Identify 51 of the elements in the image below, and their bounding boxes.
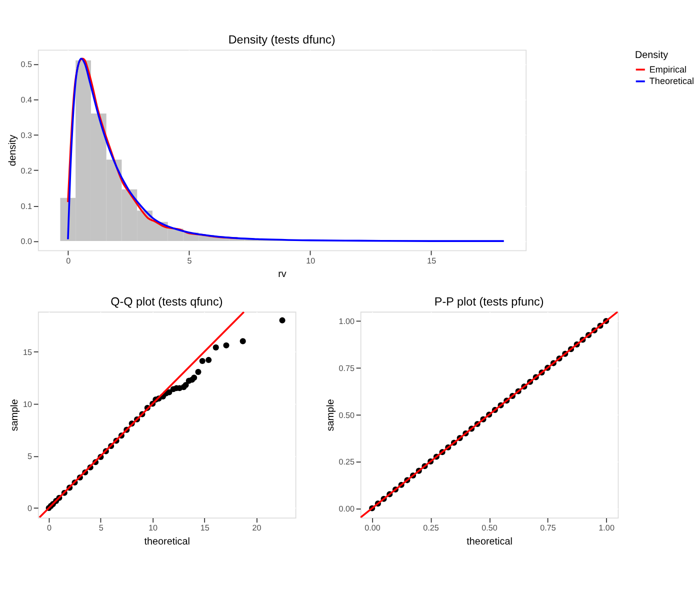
x-tick-label: 0.75 <box>540 524 556 533</box>
x-tick-label: 5 <box>98 524 104 533</box>
x-axis-title: theoretical <box>466 536 512 548</box>
x-tick-label: 20 <box>252 524 262 533</box>
x-tick-label: 0.50 <box>482 524 498 533</box>
x-tick-label: 0.25 <box>423 524 440 533</box>
legend-label: Theoretical <box>649 76 694 86</box>
x-tick-label: 0 <box>66 256 72 266</box>
point <box>199 358 206 364</box>
x-tick-label: 5 <box>187 256 192 266</box>
y-tick-label: 0.50 <box>338 410 355 420</box>
y-tick-label: 0.5 <box>20 60 33 70</box>
legend-title: Density <box>634 50 668 61</box>
y-tick-label: 0.0 <box>20 237 33 246</box>
point <box>195 368 202 375</box>
x-tick-label: 10 <box>148 524 158 533</box>
x-tick-label: 1.00 <box>598 524 615 533</box>
y-tick-label: 0.00 <box>338 504 355 514</box>
y-tick-label: 0.2 <box>20 166 33 176</box>
x-axis-title: rv <box>278 268 286 280</box>
x-tick-label: 0 <box>47 524 52 533</box>
y-tick-label: 0.1 <box>20 202 33 211</box>
y-tick-label: 0 <box>28 504 33 514</box>
x-tick-label: 0.00 <box>364 524 381 533</box>
y-tick-label: 0.3 <box>20 130 33 140</box>
x-axis-title: theoretical <box>144 536 190 548</box>
y-tick-label: 5 <box>28 452 33 462</box>
point <box>182 382 189 388</box>
chart-title: P-P plot (tests pfunc) <box>434 295 544 308</box>
x-tick-label: 15 <box>200 524 210 533</box>
line-series <box>67 58 505 242</box>
point <box>223 342 230 348</box>
point <box>212 344 219 350</box>
chart-title: Density (tests dfunc) <box>228 33 336 46</box>
y-tick-label: 0.25 <box>338 458 355 467</box>
y-tick-label: 1.00 <box>338 317 355 326</box>
point <box>240 338 246 344</box>
y-axis-title: sample <box>10 398 21 432</box>
y-axis-title: sample <box>325 398 336 432</box>
x-tick-label: 15 <box>427 256 437 266</box>
y-tick-label: 15 <box>23 348 33 357</box>
point <box>191 374 198 381</box>
point <box>206 356 212 363</box>
y-tick-label: 0.75 <box>338 364 355 374</box>
point <box>279 317 286 324</box>
y-tick-label: 0.4 <box>20 96 33 104</box>
legend-label: Empirical <box>649 64 686 74</box>
y-axis-title: density <box>7 134 18 166</box>
y-tick-label: 10 <box>23 400 33 409</box>
chart-title: Q-Q plot (tests qfunc) <box>110 295 223 308</box>
x-tick-label: 10 <box>306 256 316 266</box>
